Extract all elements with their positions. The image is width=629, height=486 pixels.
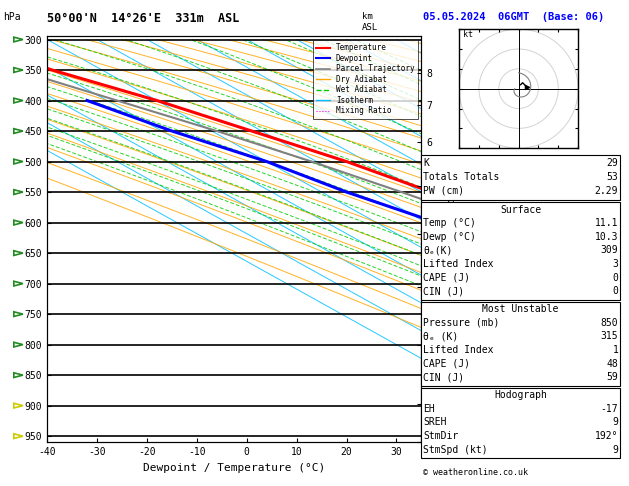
Text: PW (cm): PW (cm) <box>423 186 464 196</box>
Text: θₑ (K): θₑ (K) <box>423 331 459 342</box>
Text: -17: -17 <box>601 404 618 414</box>
Text: Lifted Index: Lifted Index <box>423 259 494 269</box>
Text: StmSpd (kt): StmSpd (kt) <box>423 445 488 455</box>
Text: Dewp (°C): Dewp (°C) <box>423 232 476 242</box>
Text: EH: EH <box>423 404 435 414</box>
Text: 59: 59 <box>606 372 618 382</box>
Text: 3: 3 <box>613 259 618 269</box>
Text: 2.29: 2.29 <box>595 186 618 196</box>
Text: Pressure (mb): Pressure (mb) <box>423 318 499 328</box>
Text: 1: 1 <box>613 345 618 355</box>
Text: CAPE (J): CAPE (J) <box>423 359 470 369</box>
Text: km
ASL: km ASL <box>362 12 378 32</box>
Text: hPa: hPa <box>3 12 21 22</box>
Text: 315: 315 <box>601 331 618 342</box>
Text: CIN (J): CIN (J) <box>423 372 464 382</box>
Text: CAPE (J): CAPE (J) <box>423 273 470 283</box>
Text: 9: 9 <box>613 417 618 428</box>
Text: © weatheronline.co.uk: © weatheronline.co.uk <box>423 468 528 477</box>
Text: Temp (°C): Temp (°C) <box>423 218 476 228</box>
Y-axis label: Mixing Ratio (g/kg): Mixing Ratio (g/kg) <box>445 184 455 295</box>
Text: 850: 850 <box>601 318 618 328</box>
Text: 192°: 192° <box>595 431 618 441</box>
Text: Lifted Index: Lifted Index <box>423 345 494 355</box>
Text: Hodograph: Hodograph <box>494 390 547 400</box>
Text: Totals Totals: Totals Totals <box>423 172 499 182</box>
Text: 53: 53 <box>606 172 618 182</box>
Text: 05.05.2024  06GMT  (Base: 06): 05.05.2024 06GMT (Base: 06) <box>423 12 604 22</box>
Text: 11.1: 11.1 <box>595 218 618 228</box>
Text: StmDir: StmDir <box>423 431 459 441</box>
Text: 29: 29 <box>606 158 618 169</box>
Text: CIN (J): CIN (J) <box>423 286 464 296</box>
Text: 48: 48 <box>606 359 618 369</box>
Text: Surface: Surface <box>500 205 541 215</box>
Text: 0: 0 <box>613 273 618 283</box>
Text: kt: kt <box>463 30 473 39</box>
Text: 0: 0 <box>613 286 618 296</box>
Text: 9: 9 <box>613 445 618 455</box>
Text: 309: 309 <box>601 245 618 256</box>
Text: K: K <box>423 158 429 169</box>
Text: 10.3: 10.3 <box>595 232 618 242</box>
Text: Most Unstable: Most Unstable <box>482 304 559 314</box>
Text: SREH: SREH <box>423 417 447 428</box>
X-axis label: Dewpoint / Temperature (°C): Dewpoint / Temperature (°C) <box>143 463 325 473</box>
Text: 50°00'N  14°26'E  331m  ASL: 50°00'N 14°26'E 331m ASL <box>47 12 240 25</box>
Text: θₑ(K): θₑ(K) <box>423 245 453 256</box>
Legend: Temperature, Dewpoint, Parcel Trajectory, Dry Adiabat, Wet Adiabat, Isotherm, Mi: Temperature, Dewpoint, Parcel Trajectory… <box>313 40 418 119</box>
